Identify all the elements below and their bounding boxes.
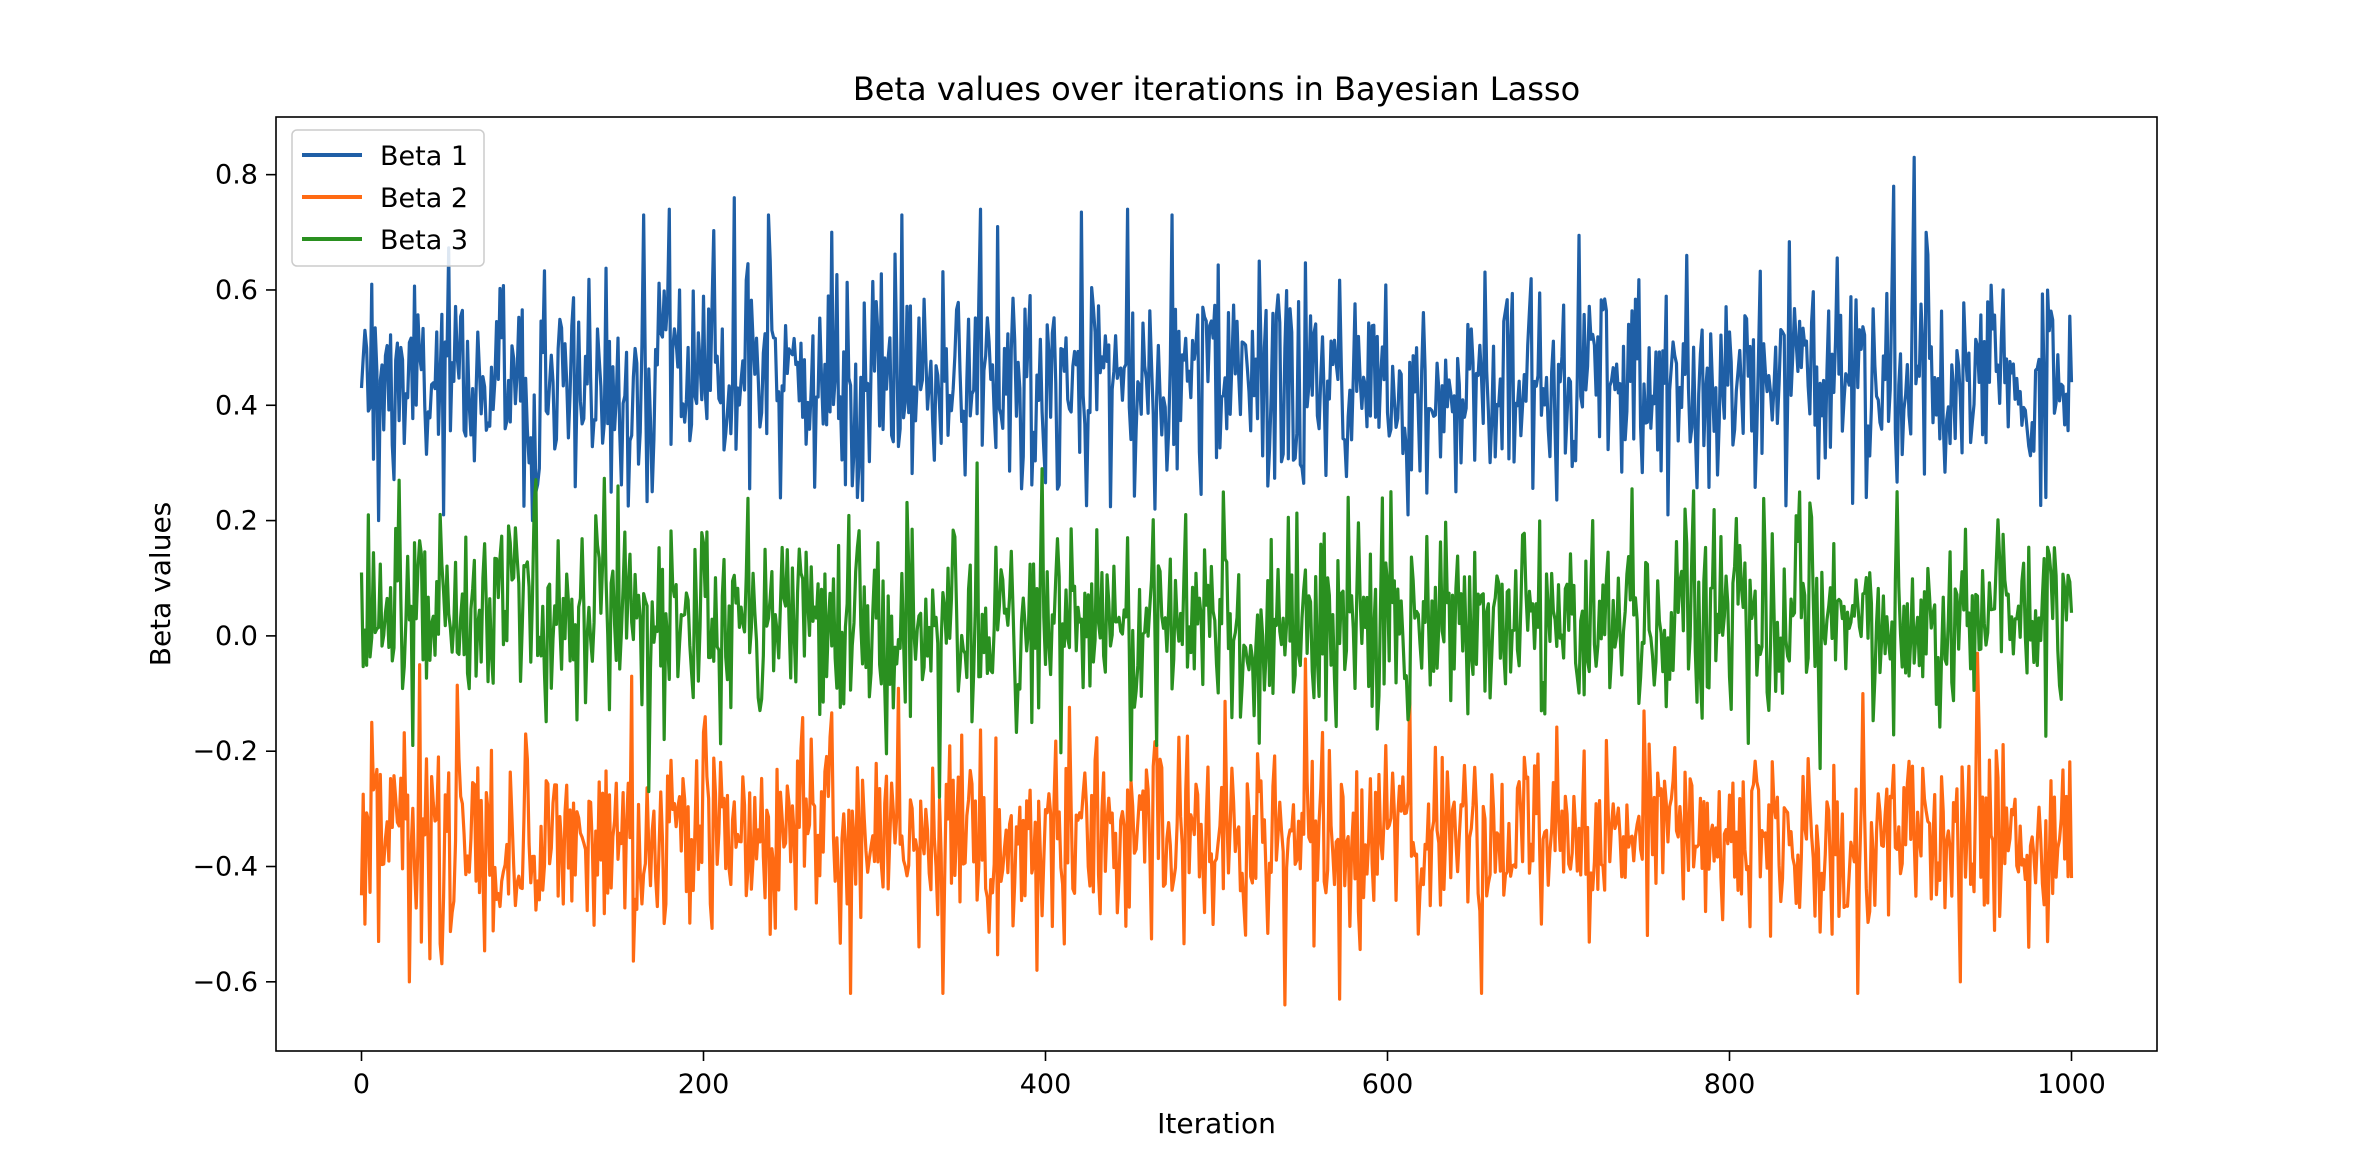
y-tick-label: 0.0 (215, 621, 258, 652)
y-axis-label: Beta values (144, 502, 177, 667)
legend-label-beta-2: Beta 2 (380, 183, 468, 214)
y-tick-label: 0.4 (215, 390, 258, 421)
series-line-beta-2 (359, 651, 2074, 1007)
legend-box (291, 129, 485, 267)
y-tick-label: −0.4 (192, 852, 258, 883)
series-layer (359, 155, 2074, 1007)
y-tick-label: 0.2 (215, 506, 258, 537)
x-tick-label: 400 (1020, 1069, 1072, 1100)
x-tick-label: 1000 (2037, 1069, 2106, 1100)
series-line-beta-3 (359, 461, 2074, 799)
x-axis-label: Iteration (1157, 1107, 1276, 1140)
y-axis-ticks: −0.6 −0.4 −0.2 0.0 0.2 0.4 0.6 0.8 (192, 160, 276, 998)
x-tick-label: 200 (678, 1069, 730, 1100)
legend-label-beta-3: Beta 3 (380, 225, 468, 256)
series-line-beta-1 (359, 155, 2074, 523)
x-axis-ticks: 0 200 400 600 800 1000 (353, 1051, 2106, 1100)
y-tick-label: 0.6 (215, 275, 258, 306)
plot-area-frame (275, 116, 2158, 1052)
x-tick-label: 600 (1362, 1069, 1414, 1100)
x-tick-label: 0 (353, 1069, 370, 1100)
y-tick-label: −0.6 (192, 967, 258, 998)
legend-label-beta-1: Beta 1 (380, 141, 468, 172)
y-tick-label: −0.2 (192, 736, 258, 767)
legend: Beta 1 Beta 2 Beta 3 (291, 129, 485, 267)
x-tick-label: 800 (1704, 1069, 1756, 1100)
y-tick-label: 0.8 (215, 160, 258, 191)
chart-title: Beta values over iterations in Bayesian … (853, 70, 1580, 108)
